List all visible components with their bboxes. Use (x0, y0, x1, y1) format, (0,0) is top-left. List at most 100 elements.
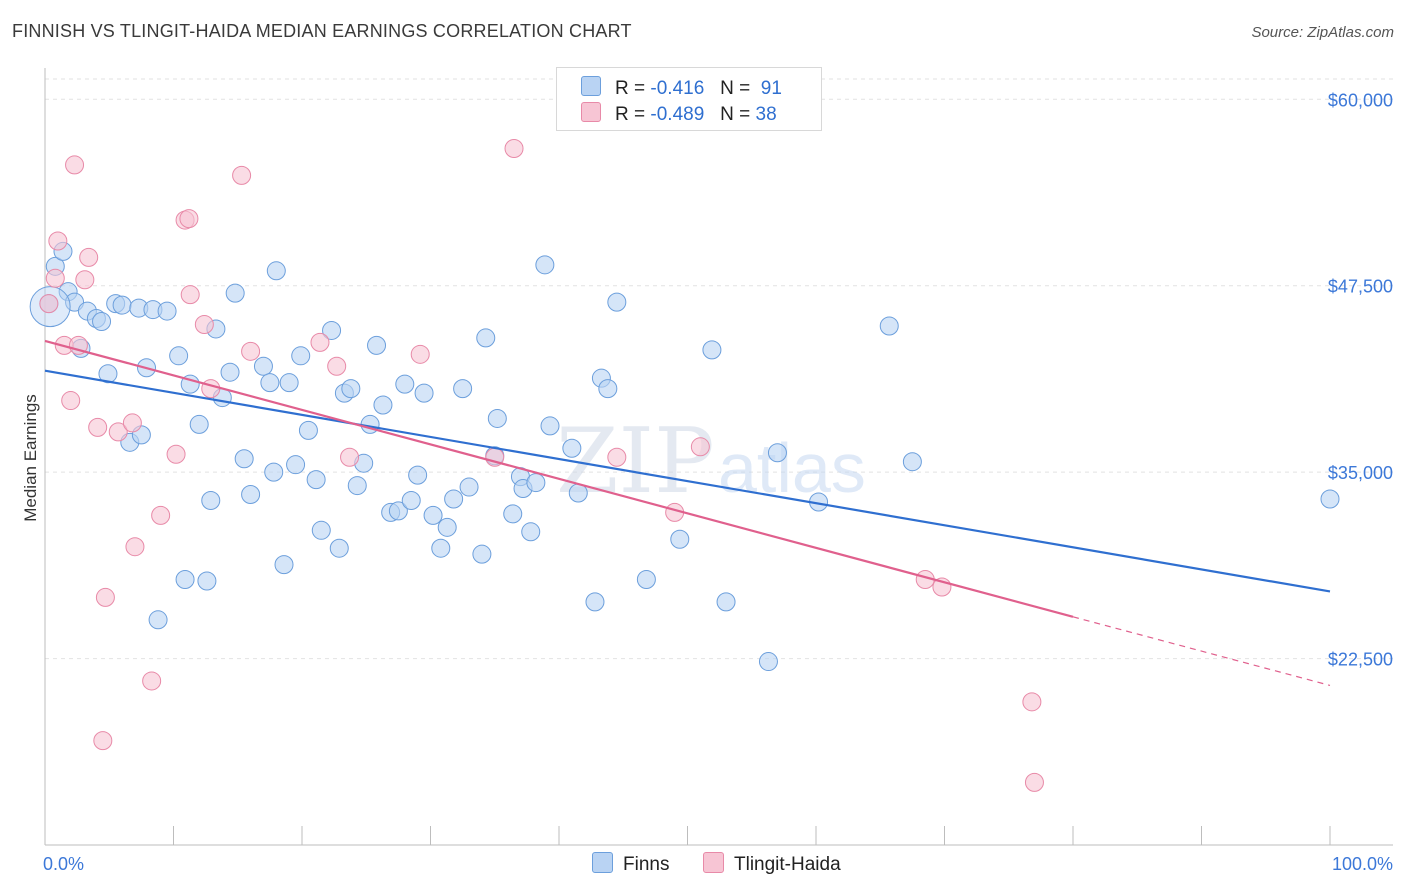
tlingit-point (125, 537, 145, 557)
grid-lines (45, 78, 1393, 660)
finns-point (414, 383, 434, 403)
tlingit-point (68, 335, 88, 355)
finns-point (298, 420, 318, 440)
x-tick-label: 100.0% (1332, 854, 1393, 874)
finns-point (264, 462, 284, 482)
finns-point (585, 592, 605, 612)
finns-swatch (592, 852, 613, 873)
finns-point (1320, 489, 1340, 509)
finns-point (197, 571, 217, 591)
legend-n-value: 38 (755, 104, 777, 125)
chart-title: FINNISH VS TLINGIT-HAIDA MEDIAN EARNINGS… (12, 21, 632, 41)
source-label: Source: ZipAtlas.com (1251, 24, 1394, 41)
tlingit-point (45, 268, 65, 288)
finns-point (260, 373, 280, 393)
finns-point (274, 555, 294, 575)
legend-r-value: -0.416 (650, 78, 705, 99)
tlingit-point (607, 447, 627, 467)
tlingit-point (75, 270, 95, 290)
tlingit-point (166, 444, 186, 464)
watermark: ZIP atlas (556, 409, 866, 514)
finns-point (879, 316, 899, 336)
finns-point (408, 465, 428, 485)
finns-point (286, 455, 306, 475)
tlingit-point (79, 247, 99, 267)
legend-n-label: N = (720, 104, 751, 125)
finns-point (758, 652, 778, 672)
finns-point (347, 476, 367, 496)
finns-point (431, 538, 451, 558)
correlation-legend: R = -0.416 N = 91 R = -0.489 N = 38 (556, 67, 822, 131)
finns-point (767, 443, 787, 463)
legend-r-label: R = (615, 104, 646, 125)
tlingit-point (180, 285, 200, 305)
tlingit-point (142, 671, 162, 691)
finns-point (329, 538, 349, 558)
axes (44, 68, 1393, 846)
finns-point (503, 504, 523, 524)
data-points (29, 139, 1340, 792)
finns-point (220, 362, 240, 382)
finns-point (189, 414, 209, 434)
finns-point (526, 473, 546, 493)
finns-point (157, 301, 177, 321)
tlingit-trend-line (44, 339, 1074, 618)
tlingit-point (504, 139, 524, 159)
y-axis-title: Median Earnings (21, 394, 40, 522)
tlingit-point (88, 417, 108, 437)
tlingit-point (39, 294, 59, 314)
legend-finns-label: Finns (623, 854, 670, 875)
legend-r-label: R = (615, 78, 646, 99)
finns-point (92, 312, 112, 332)
finns-point (241, 485, 261, 505)
finns-trend-line (44, 369, 1331, 593)
finns-point (702, 340, 722, 360)
tlingit-point (95, 587, 115, 607)
tlingit-swatch (703, 852, 724, 873)
finns-point (253, 356, 273, 376)
tlingit-point (194, 314, 214, 334)
tlingit-point (108, 422, 128, 442)
finns-point (437, 517, 457, 537)
y-tick-label: $22,500 (1328, 650, 1393, 670)
finns-point (266, 261, 286, 281)
trend-lines (44, 339, 1331, 686)
legend-r-value: -0.489 (650, 104, 705, 125)
finns-point (341, 379, 361, 399)
finns-point (306, 470, 326, 490)
legend-n-value: 91 (760, 78, 782, 99)
finns-point (598, 379, 618, 399)
finns-point (540, 416, 560, 436)
tlingit-point (241, 341, 261, 361)
tlingit-point (232, 165, 252, 185)
finns-point (322, 320, 342, 340)
tlingit-point (61, 391, 81, 411)
tlingit-point (690, 437, 710, 457)
tlingit-swatch (581, 102, 601, 122)
finns-point (487, 408, 507, 428)
finns-point (521, 522, 541, 542)
finns-point (148, 610, 168, 630)
tlingit-point (48, 231, 68, 251)
finns-point (636, 570, 656, 590)
finns-point (98, 364, 118, 384)
tlingit-point (310, 332, 330, 352)
y-tick-label: $47,500 (1328, 277, 1393, 297)
legend-item-finns: Finns (592, 852, 669, 876)
tlingit-point (410, 344, 430, 364)
tlingit-point (179, 209, 199, 229)
tlingit-point (93, 731, 113, 751)
finns-point (453, 379, 473, 399)
legend-tlingit-label: Tlingit-Haida (734, 854, 841, 875)
x-tick-label: 0.0% (43, 854, 84, 874)
axis-labels: $22,500 $35,000 $47,500 $60,000 0.0% 100.0% Me… (21, 90, 1393, 874)
finns-point (459, 477, 479, 497)
y-tick-label: $60,000 (1328, 90, 1393, 110)
finns-point (670, 529, 690, 549)
tlingit-point (122, 413, 142, 433)
legend-item-tlingit: Tlingit-Haida (703, 852, 841, 876)
tlingit-point (1024, 772, 1044, 792)
finns-point (535, 255, 555, 275)
finns-point (423, 505, 443, 525)
